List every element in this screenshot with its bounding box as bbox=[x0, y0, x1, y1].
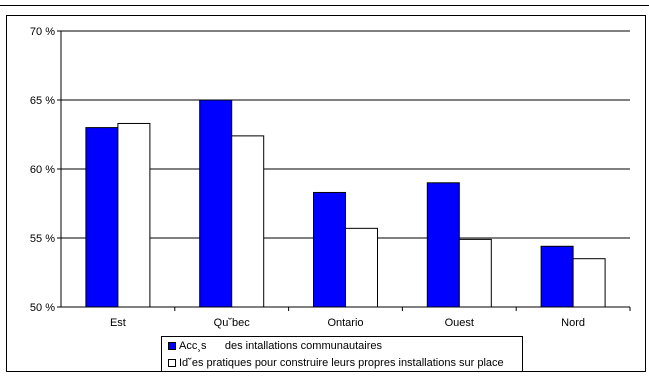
y-tick-label: 60 % bbox=[30, 164, 55, 176]
y-tick-label: 50 % bbox=[30, 302, 55, 314]
x-tick-label: Qu˘bec bbox=[214, 317, 251, 329]
legend-label-series-2: Id˘es pratiques pour construire leurs pr… bbox=[179, 357, 504, 369]
legend: Acc¸s des intallations communautaires Id… bbox=[161, 336, 523, 372]
bar-2 bbox=[231, 135, 265, 308]
x-tick-label: Ontario bbox=[327, 317, 363, 329]
top-rule bbox=[0, 5, 649, 6]
legend-label-series-1: Acc¸s des intallations communautaires bbox=[179, 340, 382, 352]
bar-1 bbox=[540, 245, 574, 308]
bar-1 bbox=[85, 127, 119, 308]
bar-1 bbox=[313, 191, 346, 308]
legend-swatch-series-2 bbox=[168, 359, 176, 367]
bar-1 bbox=[199, 99, 233, 308]
x-tick-label: Nord bbox=[561, 317, 585, 329]
x-tick-label: Est bbox=[110, 317, 126, 329]
legend-swatch-series-1 bbox=[168, 342, 176, 350]
legend-item-series-2: Id˘es pratiques pour construire leurs pr… bbox=[168, 356, 504, 370]
y-tick-label: 70 % bbox=[30, 26, 55, 38]
bar-2 bbox=[572, 258, 606, 308]
y-tick-label: 65 % bbox=[30, 95, 55, 107]
x-tick-label: Ouest bbox=[445, 317, 474, 329]
y-tick-label: 55 % bbox=[30, 233, 55, 245]
bar-2 bbox=[458, 238, 492, 308]
bar-2 bbox=[117, 122, 151, 308]
bar-1 bbox=[426, 182, 460, 308]
bar-2 bbox=[345, 227, 378, 308]
legend-item-series-1: Acc¸s des intallations communautaires bbox=[168, 339, 382, 353]
